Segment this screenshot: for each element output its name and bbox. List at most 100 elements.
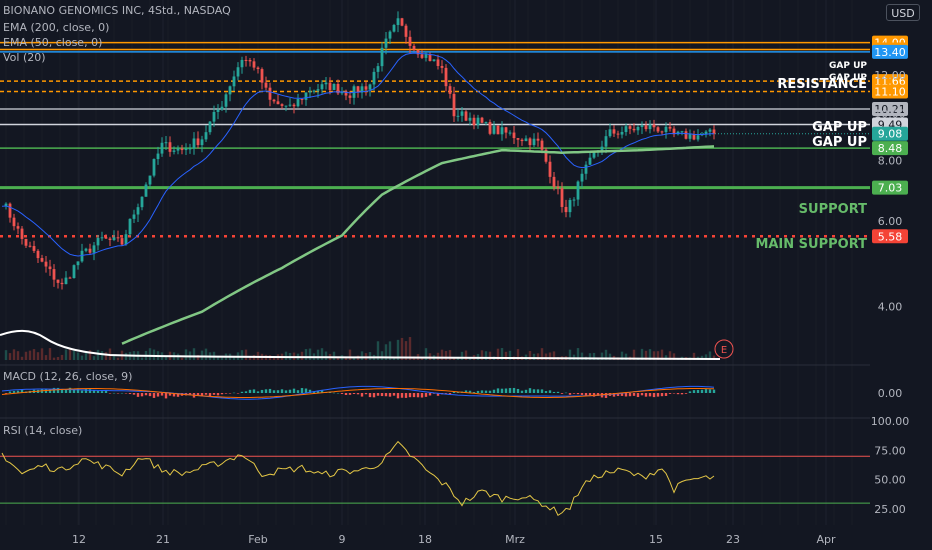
- candle-up: [620, 131, 624, 135]
- earnings-marker[interactable]: E: [714, 339, 734, 359]
- volume-bar: [640, 348, 644, 360]
- candle-down: [436, 59, 440, 67]
- volume-bar: [656, 351, 660, 360]
- volume-bar: [248, 357, 252, 360]
- macd-histogram-bar: [304, 388, 308, 393]
- volume-bar: [300, 351, 304, 360]
- macd-histogram-bar: [628, 393, 632, 397]
- volume-bar: [304, 349, 308, 360]
- volume-bar: [64, 349, 68, 360]
- candle-down: [52, 269, 56, 280]
- candle-up: [324, 82, 328, 85]
- volume-bar: [672, 353, 676, 360]
- macd-histogram-bar: [632, 393, 636, 396]
- candle-down: [264, 82, 268, 88]
- candle-up: [592, 152, 596, 158]
- candle-down: [412, 45, 416, 50]
- ema50-line: [1, 52, 714, 257]
- volume-bar: [116, 357, 120, 360]
- macd-histogram-bar: [376, 393, 380, 396]
- candle-up: [204, 132, 208, 140]
- macd-histogram-bar: [224, 393, 228, 394]
- macd-histogram-bar: [484, 390, 488, 393]
- candle-up: [380, 47, 384, 67]
- y-tick-0: 4.00: [878, 300, 903, 313]
- candle-down: [48, 266, 52, 270]
- macd-histogram-bar: [44, 389, 48, 393]
- currency-button[interactable]: USD: [886, 4, 920, 21]
- macd-histogram-bar: [52, 387, 56, 393]
- volume-bar: [152, 349, 156, 360]
- macd-histogram-bar: [172, 393, 176, 397]
- candle-up: [604, 136, 608, 147]
- macd-histogram-bar: [420, 393, 424, 398]
- candle-up: [580, 173, 584, 182]
- volume-bar: [668, 351, 672, 360]
- macd-histogram-bar: [380, 393, 384, 397]
- macd-histogram-bar: [660, 393, 664, 397]
- candle-up: [332, 83, 336, 90]
- macd-histogram-bar: [416, 393, 420, 398]
- volume-bar: [192, 348, 196, 360]
- macd-histogram-bar: [688, 391, 692, 393]
- candle-down: [672, 128, 676, 135]
- macd-histogram-bar: [140, 393, 144, 397]
- volume-bar: [704, 354, 708, 360]
- candle-down: [44, 261, 48, 267]
- volume-bar: [600, 352, 604, 360]
- candle-up: [308, 91, 312, 93]
- macd-tick-0: 0.00: [878, 387, 903, 400]
- macd-histogram-bar: [624, 393, 628, 397]
- macd-histogram-bar: [524, 389, 528, 393]
- volume-bar: [568, 349, 572, 360]
- macd-histogram-bar: [656, 393, 660, 397]
- volume-bar: [368, 352, 372, 360]
- candle-up: [696, 135, 700, 140]
- macd-histogram-bar: [80, 390, 84, 393]
- volume-bar: [44, 355, 48, 360]
- candle-up: [320, 84, 324, 90]
- candle-down: [36, 250, 40, 259]
- macd-histogram-bar: [652, 393, 656, 398]
- volume-bar: [184, 349, 188, 360]
- candle-down: [452, 93, 456, 117]
- candle-up: [468, 117, 472, 121]
- candle-down: [252, 61, 256, 68]
- candlesticks[interactable]: [4, 11, 716, 290]
- annotation-5: SUPPORT: [799, 202, 867, 217]
- volume-bar: [516, 349, 520, 360]
- candle-up: [92, 245, 96, 253]
- volume-bar: [460, 351, 464, 360]
- candle-down: [60, 282, 64, 285]
- candle-down: [668, 126, 672, 129]
- macd-histogram-bar: [96, 390, 100, 393]
- macd-histogram-bar: [644, 393, 648, 397]
- volume-bar: [436, 352, 440, 360]
- volume-bar: [404, 341, 408, 360]
- legend-volume: Vol (20): [3, 51, 46, 64]
- macd-histogram-bar: [424, 393, 428, 397]
- candle-up: [588, 157, 592, 165]
- x-tick-2: Feb: [248, 533, 267, 546]
- candle-up: [240, 59, 244, 68]
- volume-bar: [76, 352, 80, 360]
- volume-bar: [428, 353, 432, 360]
- candle-up: [148, 175, 152, 185]
- macd-histogram-bar: [8, 391, 12, 393]
- volume-bar: [652, 351, 656, 360]
- macd-histogram-bar: [344, 393, 348, 396]
- macd-histogram-bar: [300, 388, 304, 393]
- macd-histogram-bar: [428, 393, 432, 396]
- volume-bar: [320, 348, 324, 360]
- macd-histogram-bar: [148, 393, 152, 397]
- macd-histogram-bar: [612, 393, 616, 397]
- macd-histogram-bar: [556, 391, 560, 393]
- annotation-4: GAP UP: [812, 135, 867, 150]
- y-tick-3: 10.00: [874, 107, 906, 120]
- candle-down: [656, 127, 660, 132]
- volume-bar: [216, 356, 220, 360]
- rsi-tick-0: 100.00: [871, 415, 910, 428]
- macd-histogram-bar: [280, 389, 284, 393]
- candle-up: [288, 104, 292, 106]
